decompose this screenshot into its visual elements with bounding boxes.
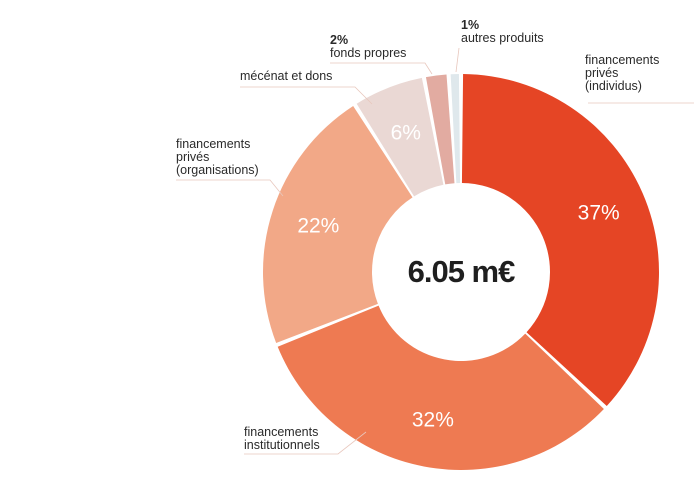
category-percent: 1% <box>461 18 479 32</box>
leader-line <box>455 47 460 73</box>
donut-slice <box>263 105 413 343</box>
donut-slice <box>450 74 461 184</box>
leader-line <box>240 86 373 105</box>
donut-slice <box>425 74 455 185</box>
slice-percent-label: 6% <box>391 122 421 145</box>
category-label-line: privés <box>585 66 618 80</box>
category-label-line: privés <box>176 150 209 164</box>
category-label: financements institutionnels <box>244 425 320 452</box>
category-label-line: (individus) <box>585 79 642 93</box>
category-label-line: financements <box>585 53 659 67</box>
donut-slice <box>277 305 604 470</box>
leader-line <box>244 431 367 455</box>
category-label-line: autres produits <box>461 31 544 45</box>
donut-slice <box>356 77 444 197</box>
slice-percent-label: 37% <box>578 201 620 224</box>
category-label: financements privés (organisations) <box>176 137 259 177</box>
category-label: financements privés (individus) <box>585 53 659 93</box>
category-label-line: financements <box>176 137 250 151</box>
leader-line <box>330 62 433 75</box>
donut-slice <box>461 74 660 407</box>
category-label-line: (organisations) <box>176 163 259 177</box>
leader-line <box>176 179 284 197</box>
category-label-line: mécénat et dons <box>240 69 332 83</box>
category-percent: 2% <box>330 33 348 47</box>
category-label: 1% autres produits <box>461 18 544 45</box>
category-label: 2% fonds propres <box>330 33 406 60</box>
category-label-line: fonds propres <box>330 46 406 60</box>
total-amount-label: 6.05 m€ <box>408 254 516 289</box>
category-label: mécénat et dons <box>240 69 332 83</box>
slice-percent-label: 32% <box>412 408 454 431</box>
category-label-line: institutionnels <box>244 438 320 452</box>
slice-percent-label: 22% <box>297 215 339 238</box>
category-label-line: financements <box>244 425 318 439</box>
